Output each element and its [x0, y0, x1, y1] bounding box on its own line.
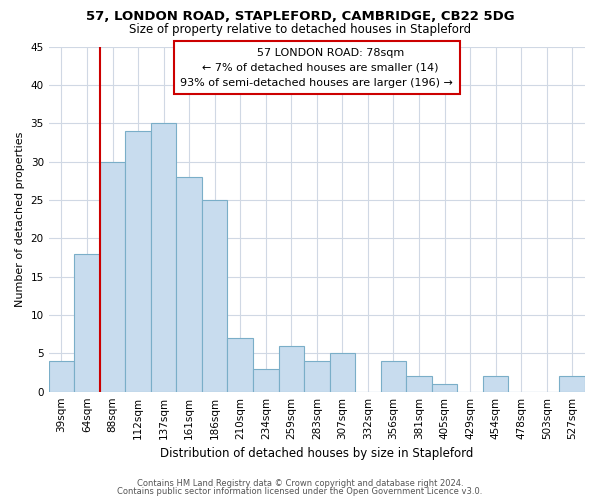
Text: Size of property relative to detached houses in Stapleford: Size of property relative to detached ho… — [129, 22, 471, 36]
Bar — [406, 376, 432, 392]
Bar — [380, 361, 406, 392]
Bar — [304, 361, 329, 392]
Bar — [559, 376, 585, 392]
Text: 57 LONDON ROAD: 78sqm
  ← 7% of detached houses are smaller (14)
93% of semi-det: 57 LONDON ROAD: 78sqm ← 7% of detached h… — [181, 48, 453, 88]
Bar — [202, 200, 227, 392]
Text: Contains public sector information licensed under the Open Government Licence v3: Contains public sector information licen… — [118, 487, 482, 496]
Bar — [100, 162, 125, 392]
Text: Contains HM Land Registry data © Crown copyright and database right 2024.: Contains HM Land Registry data © Crown c… — [137, 478, 463, 488]
Bar — [253, 368, 278, 392]
Bar — [49, 361, 74, 392]
Text: 57, LONDON ROAD, STAPLEFORD, CAMBRIDGE, CB22 5DG: 57, LONDON ROAD, STAPLEFORD, CAMBRIDGE, … — [86, 10, 514, 23]
Y-axis label: Number of detached properties: Number of detached properties — [15, 132, 25, 307]
Bar — [329, 354, 355, 392]
Bar — [74, 254, 100, 392]
Bar — [125, 131, 151, 392]
Bar — [432, 384, 457, 392]
X-axis label: Distribution of detached houses by size in Stapleford: Distribution of detached houses by size … — [160, 447, 473, 460]
Bar — [483, 376, 508, 392]
Bar — [176, 177, 202, 392]
Bar — [151, 123, 176, 392]
Bar — [278, 346, 304, 392]
Bar — [227, 338, 253, 392]
